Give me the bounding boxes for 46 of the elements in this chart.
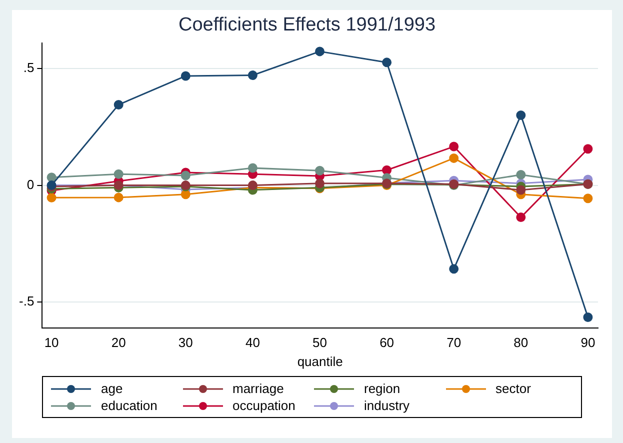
- y-tick-label: 0: [26, 176, 34, 192]
- point: [46, 172, 56, 182]
- point: [114, 100, 124, 110]
- point: [449, 142, 459, 152]
- x-tick-label: 40: [245, 335, 260, 350]
- point: [248, 70, 258, 80]
- point: [180, 190, 190, 200]
- point: [46, 192, 56, 202]
- point: [315, 178, 324, 188]
- y-tick-label: -.5: [19, 294, 34, 309]
- point: [583, 194, 593, 204]
- point: [516, 170, 526, 180]
- legend-label: region: [364, 381, 400, 396]
- x-tick-label: 20: [111, 335, 126, 350]
- legend-label: education: [101, 398, 158, 413]
- x-tick-label: 30: [178, 335, 193, 350]
- x-tick-label: 90: [580, 335, 596, 350]
- x-tick-label: 80: [514, 335, 528, 350]
- point: [516, 185, 526, 195]
- legend-label: occupation: [232, 398, 296, 413]
- legend-label: industry: [364, 398, 410, 413]
- chart-title: Coefficients Effects 1991/1993: [178, 14, 436, 36]
- point: [180, 170, 190, 180]
- point: [114, 192, 124, 202]
- point: [516, 110, 526, 120]
- x-tick-label: 50: [312, 335, 327, 350]
- point: [180, 71, 190, 81]
- x-tick-label: 70: [446, 335, 462, 350]
- point: [382, 58, 392, 68]
- point: [449, 264, 459, 274]
- point: [315, 46, 324, 56]
- legend-label: age: [101, 381, 123, 396]
- x-tick-label: 10: [44, 335, 59, 350]
- legend-label: sector: [496, 381, 531, 396]
- point: [583, 144, 593, 154]
- point: [382, 165, 392, 175]
- point: [583, 312, 593, 322]
- point: [114, 169, 124, 179]
- point: [248, 163, 258, 173]
- point: [449, 153, 459, 163]
- x-axis-title: quantile: [297, 354, 343, 369]
- y-tick-label: .5: [23, 60, 34, 76]
- point: [516, 212, 526, 222]
- x-tick-label: 60: [380, 335, 394, 350]
- legend-label: marriage: [232, 381, 284, 396]
- point: [315, 166, 324, 176]
